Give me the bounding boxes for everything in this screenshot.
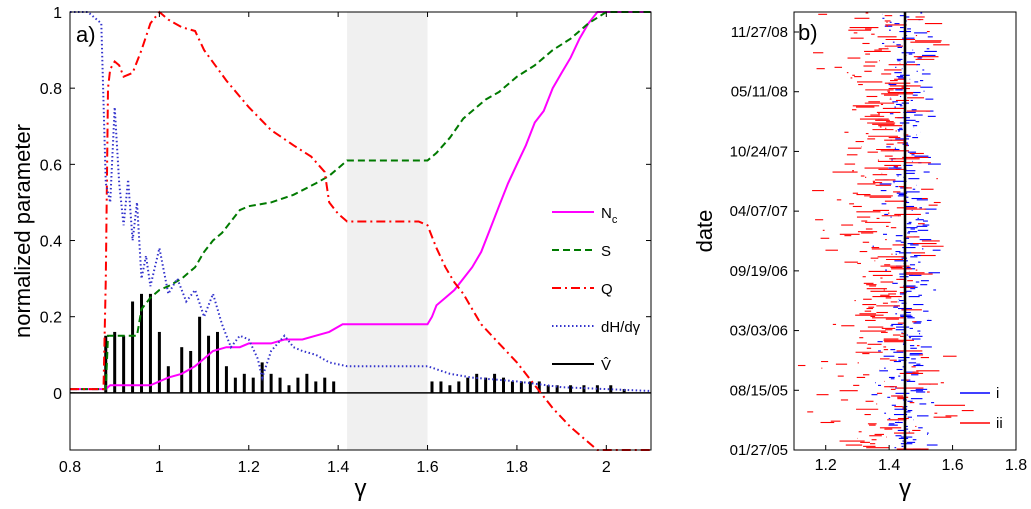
series-lines bbox=[70, 10, 652, 451]
y-axis-label-b: date bbox=[692, 210, 717, 253]
x-tick-label-a: 1.8 bbox=[506, 459, 528, 476]
panel-b: 1.2 1.4 1.6 1.8 01/27/05 08/15/05 03/03/06 09/… bbox=[692, 11, 1027, 502]
x-tick-label-a: 1.4 bbox=[327, 459, 349, 476]
legend-label-a: V̂ bbox=[601, 357, 611, 374]
axes-frame-a bbox=[69, 11, 652, 451]
y-tick-label-b: 08/15/05 bbox=[730, 382, 788, 399]
date-series bbox=[797, 12, 974, 450]
x-tick-label-b: 1.8 bbox=[1005, 457, 1027, 474]
x-tick-label-a: 0.8 bbox=[59, 459, 81, 476]
y-axis-label-a: normalized parameter bbox=[10, 124, 35, 338]
x-tick-label-b: 1.6 bbox=[941, 457, 963, 474]
x-tick-label-a: 1.6 bbox=[416, 459, 438, 476]
x-tick-label-b: 1.2 bbox=[815, 457, 837, 474]
legend-label-b: i bbox=[996, 385, 999, 402]
series-line-q bbox=[70, 10, 651, 451]
y-ticks-a: 0 0.2 0.4 0.6 0.8 1 bbox=[40, 5, 651, 403]
legend-b: iii bbox=[960, 385, 1003, 432]
axes-frame-b bbox=[793, 11, 1017, 451]
x-tick-label-a: 1.2 bbox=[238, 459, 260, 476]
y-tick-label-b: 01/27/05 bbox=[730, 442, 788, 459]
legend-label-a: Nc bbox=[601, 205, 618, 226]
legend-label-a: S bbox=[601, 243, 611, 260]
y-tick-label-b: 05/11/08 bbox=[731, 84, 788, 101]
legend-label-a: dH/dγ bbox=[601, 319, 641, 336]
series-line-dhd bbox=[70, 11, 652, 392]
legend-subscript: c bbox=[612, 214, 618, 226]
y-tick-label-b: 10/24/07 bbox=[730, 143, 788, 160]
y-tick-label-a: 0.6 bbox=[40, 157, 62, 174]
legend-label-b: ii bbox=[996, 415, 1003, 432]
legend-a: Nc S QdH/dγ V̂ bbox=[552, 205, 641, 374]
v-hat-bars bbox=[104, 293, 626, 393]
y-tick-label-b: 09/19/06 bbox=[730, 263, 788, 280]
panel-label-b: b) bbox=[798, 20, 818, 45]
y-tick-label-a: 0.4 bbox=[40, 234, 62, 251]
y-tick-label-b: 04/07/07 bbox=[730, 203, 788, 220]
x-tick-label-a: 2 bbox=[602, 459, 611, 476]
series-line-s bbox=[70, 11, 651, 391]
shaded-region bbox=[347, 12, 428, 450]
series-line-nc bbox=[70, 11, 651, 391]
y-tick-label-a: 1 bbox=[53, 5, 62, 22]
y-tick-label-b: 03/03/06 bbox=[730, 323, 788, 340]
y-ticks-b: 01/27/05 08/15/05 03/03/06 09/19/06 04/07/07… bbox=[730, 24, 799, 459]
panel-a: 0.8 1 1.2 1.4 1.6 1.8 2 0 0.2 0.4 0.6 0.8 1 a) γ no… bbox=[10, 5, 652, 502]
y-tick-label-a: 0 bbox=[53, 386, 62, 403]
x-tick-label-b: 1.4 bbox=[878, 457, 900, 474]
y-tick-label-a: 0.2 bbox=[40, 310, 62, 327]
x-axis-label-a: γ bbox=[355, 475, 367, 502]
x-ticks-b: 1.2 1.4 1.6 1.8 bbox=[815, 445, 1027, 474]
panel-label-a: a) bbox=[76, 22, 96, 47]
x-ticks-a: 0.8 1 1.2 1.4 1.6 1.8 2 bbox=[59, 12, 611, 476]
y-tick-label-b: 11/27/08 bbox=[731, 24, 788, 41]
x-tick-label-a: 1 bbox=[155, 459, 164, 476]
y-tick-label-a: 0.8 bbox=[40, 81, 62, 98]
legend-label-a: Q bbox=[601, 281, 613, 298]
x-axis-label-b: γ bbox=[899, 475, 911, 502]
